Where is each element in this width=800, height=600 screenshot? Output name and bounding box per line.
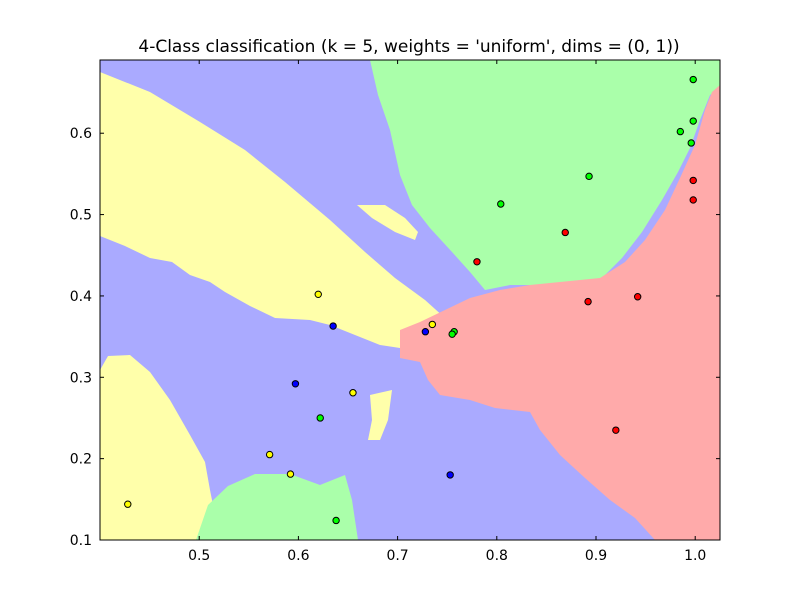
data-point-yellow	[428, 320, 437, 329]
decision-regions	[100, 60, 720, 540]
x-tick-label: 1.0	[684, 548, 706, 564]
data-point-red	[584, 297, 592, 306]
data-point-blue	[291, 380, 300, 388]
data-point-blue	[446, 471, 454, 479]
data-point-yellow	[265, 450, 274, 459]
data-point-green	[316, 414, 324, 422]
data-point-yellow	[314, 290, 322, 299]
x-tick-label: 0.8	[486, 548, 508, 564]
data-point-yellow	[124, 500, 132, 508]
data-point-green	[687, 139, 695, 147]
region-yellow-island	[357, 205, 418, 240]
region-green-upper	[370, 60, 720, 290]
data-point-red	[612, 426, 620, 434]
data-point-red	[689, 176, 697, 185]
y-tick-label: 0.6	[70, 126, 92, 142]
y-tick-label: 0.4	[70, 289, 92, 305]
y-tick-label: 0.3	[70, 370, 92, 386]
y-tick-label: 0.1	[70, 533, 92, 549]
data-point-blue	[421, 328, 430, 336]
chart-title: 4-Class classification (k = 5, weights =…	[138, 37, 679, 57]
data-point-blue	[329, 322, 337, 330]
data-point-yellow	[286, 470, 295, 478]
data-point-red	[561, 228, 569, 237]
region-red	[400, 85, 720, 540]
x-axis: 0.5 0.6 0.7 0.8 0.9 1.0	[188, 60, 706, 564]
region-yellow-upper	[100, 72, 445, 348]
data-points	[124, 75, 697, 525]
data-point-green	[676, 127, 685, 136]
plot-frame	[99, 59, 721, 541]
data-point-green	[497, 200, 505, 208]
data-point-green	[448, 330, 456, 338]
y-tick-label: 0.2	[70, 452, 92, 468]
y-axis: 0.1 0.2 0.3 0.4 0.5 0.6	[70, 126, 720, 549]
data-point-green	[585, 172, 593, 181]
x-tick-label: 0.6	[287, 548, 309, 564]
data-point-red	[473, 258, 481, 266]
data-point-green	[332, 516, 340, 525]
region-yellow-specks	[368, 390, 392, 440]
data-point-red	[633, 293, 642, 301]
x-tick-label: 0.9	[585, 548, 607, 564]
data-point-green	[689, 117, 697, 125]
x-tick-label: 0.5	[188, 548, 210, 564]
region-yellow-lower	[100, 355, 215, 540]
data-point-green	[689, 75, 697, 84]
region-green-lower	[196, 474, 358, 540]
data-point-yellow	[349, 389, 357, 397]
data-point-red	[689, 196, 697, 204]
y-tick-label: 0.5	[70, 208, 92, 224]
x-tick-label: 0.7	[386, 548, 408, 564]
